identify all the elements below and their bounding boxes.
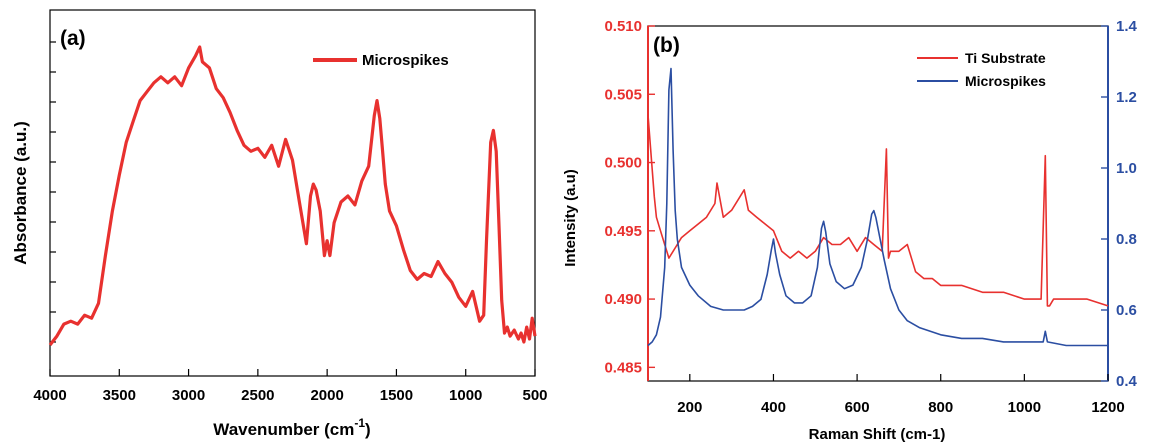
panel-b-y-tick-label: 0.485 [604, 359, 642, 376]
panel-b-y2-tick-label: 0.8 [1116, 231, 1137, 248]
panel-b: (b) 200 400 600 800 1000 1200 0.485 0.490 0.495… [562, 18, 1138, 443]
panel-b-x-tick-label: 200 [677, 399, 702, 416]
panel-b-y2-tick-label: 0.4 [1116, 373, 1138, 390]
panel-a-x-axis-label: Wavenumber (cm-1) [213, 416, 370, 439]
panel-b-x-ticks: 200 400 600 800 1000 1200 [677, 374, 1125, 416]
panel-b-x-tick-label: 1000 [1008, 399, 1041, 416]
panel-a-x-tick-label: 1500 [380, 387, 413, 404]
panel-a-x-tick-label: 3000 [172, 387, 205, 404]
panel-b-y2-tick-label: 1.4 [1116, 18, 1138, 35]
panel-b-y-tick-label: 0.510 [604, 18, 642, 35]
panel-a-y-ticks [50, 41, 56, 343]
panel-b-y-axis-label: Intensity (a.u) [562, 169, 579, 267]
series-line-microspikes-a [48, 45, 537, 346]
legend-label-ti-substrate: Ti Substrate [965, 50, 1046, 66]
series-line-microspikes-b [647, 67, 1108, 347]
panel-b-y2-tick-label: 1.0 [1116, 160, 1137, 177]
panel-b-y-tick-label: 0.500 [604, 155, 642, 172]
panel-b-x-tick-label: 800 [928, 399, 953, 416]
panel-b-legend: Ti Substrate Microspikes [917, 50, 1046, 89]
panel-b-x-axis-label: Raman Shift (cm-1) [809, 426, 946, 443]
panel-b-label: (b) [653, 34, 680, 57]
panel-b-x-tick-label: 600 [845, 399, 870, 416]
panel-a-y-axis-label: Absorbance (a.u.) [11, 121, 30, 265]
panel-a-label: (a) [60, 27, 86, 50]
panel-a-x-tick-label: 1000 [449, 387, 482, 404]
panel-a-frame [49, 9, 536, 377]
panel-b-x-tick-label: 400 [761, 399, 786, 416]
panel-a-legend: Microspikes [313, 52, 449, 69]
panel-b-y-tick-label: 0.505 [604, 86, 642, 103]
panel-b-y-tick-label: 0.490 [604, 291, 642, 308]
panel-a-x-ticks: 4000 3500 3000 2500 2000 1500 1000 500 [33, 369, 548, 404]
panel-a-series [48, 45, 537, 346]
panel-a: (a) 4000 3500 3000 2500 2000 1500 1000 500 Wave… [11, 9, 548, 439]
panel-b-y2-tick-label: 1.2 [1116, 89, 1137, 106]
panel-b-y-ticks: 0.485 0.490 0.495 0.500 0.505 0.510 [604, 18, 655, 376]
panel-a-x-tick-label: 2000 [310, 387, 343, 404]
series-line-ti-substrate [647, 114, 1109, 307]
panel-a-x-tick-label: 4000 [33, 387, 66, 404]
panel-b-x-tick-label: 1200 [1091, 399, 1124, 416]
legend-label-microspikes-b: Microspikes [965, 73, 1046, 89]
panel-b-series [647, 67, 1109, 347]
panel-a-x-tick-label: 2500 [241, 387, 274, 404]
panel-a-x-tick-label: 500 [522, 387, 547, 404]
panel-b-y2-tick-label: 0.6 [1116, 302, 1137, 319]
panel-b-y-tick-label: 0.495 [604, 223, 642, 240]
legend-label-microspikes-a: Microspikes [362, 52, 449, 69]
panel-a-x-tick-label: 3500 [103, 387, 136, 404]
panel-b-y2-ticks: 0.4 0.6 0.8 1.0 1.2 1.4 [1101, 18, 1138, 390]
